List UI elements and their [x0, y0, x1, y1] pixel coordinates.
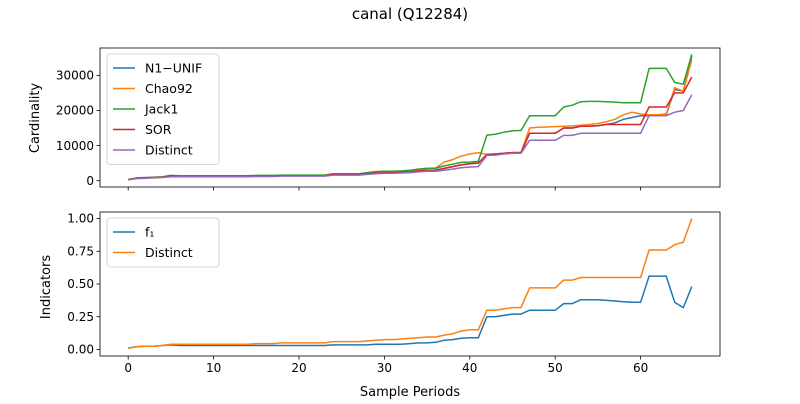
plot-area: 0 10000 20000 30000 N1−UNIF Chao92 Jack1 SOR Dis… [56, 47, 721, 375]
panel-cardinality: 0 10000 20000 30000 N1−UNIF Chao92 Jack1 SOR Dis… [56, 47, 721, 191]
y-tick-label: 0.75 [67, 244, 94, 258]
y-tick-label: 10000 [56, 139, 94, 153]
legend-label: SOR [145, 122, 172, 137]
series-line [128, 94, 693, 181]
legend-label: f₁ [145, 225, 154, 240]
panel-indicators: 0 10 20 30 40 50 60 0.00 0.25 0.50 0.75 1.00 f₁ Disti… [67, 211, 721, 375]
y-tick-label: 30000 [56, 69, 94, 83]
y-tick-label: 20000 [56, 104, 94, 118]
x-tick-label: 20 [291, 361, 306, 375]
x-tick-label: 0 [124, 361, 132, 375]
legend-box [106, 53, 220, 165]
series-line [128, 218, 693, 349]
legend-label: Distinct [145, 245, 193, 260]
x-axis-label: Sample Periods [360, 385, 460, 400]
x-tick-label: 10 [206, 361, 221, 375]
legend-box [106, 217, 220, 268]
legend-label: Chao92 [145, 81, 193, 96]
x-tick-label: 50 [548, 361, 563, 375]
y-tick-label: 0.00 [67, 343, 94, 357]
x-tick-label: 30 [377, 361, 392, 375]
legend-label: N1−UNIF [145, 61, 202, 76]
legend-label: Jack1 [144, 102, 178, 117]
y-tick-label: 0 [86, 174, 94, 188]
y-tick-label: 0.25 [67, 310, 94, 324]
x-tick-label: 60 [633, 361, 648, 375]
y-tick-label: 1.00 [67, 212, 94, 226]
y-axis-label-bottom: Indicators [39, 255, 54, 319]
chart-title: canal (Q12284) [352, 5, 468, 23]
y-axis-label-top: Cardinality [28, 83, 43, 154]
legend-label: Distinct [145, 143, 193, 158]
y-tick-label: 0.50 [67, 277, 94, 291]
x-tick-label: 40 [462, 361, 477, 375]
series-line [128, 275, 693, 349]
